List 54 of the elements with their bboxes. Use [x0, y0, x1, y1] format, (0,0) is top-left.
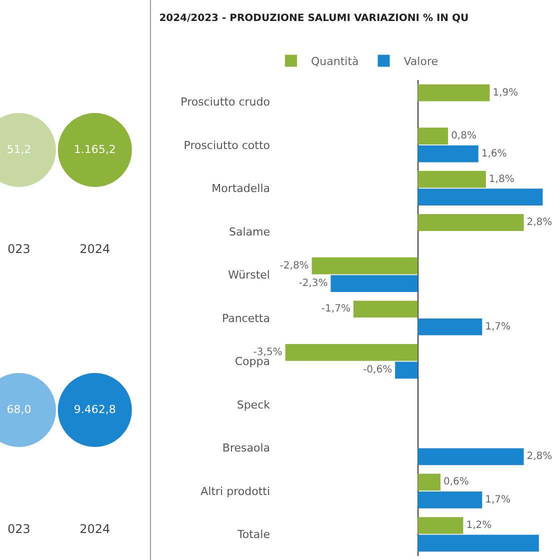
bar: [418, 534, 539, 552]
bar: [418, 474, 440, 491]
bar: [312, 257, 418, 274]
category-label: 2024: [80, 242, 110, 256]
category-label: 023: [8, 242, 30, 256]
y-tick-label: Totale: [236, 528, 270, 542]
bar: [418, 214, 524, 232]
bar: [395, 362, 418, 379]
text: 1.165,2: [74, 142, 116, 156]
y-tick-label: Pancetta: [222, 312, 270, 325]
data-label: 1,6%: [481, 148, 507, 160]
data-label: 0,8%: [451, 130, 476, 142]
data-label: 1,2%: [466, 520, 492, 531]
y-tick-label: Mortadella: [212, 182, 270, 196]
category-label: 023: [8, 522, 30, 536]
data-label: 1,7%: [485, 321, 511, 332]
legend-label: Valore: [404, 55, 438, 68]
data-label: 1,8%: [488, 174, 514, 185]
bar: [418, 492, 482, 508]
bar: [353, 300, 418, 318]
data-label: -3,5%: [253, 346, 282, 358]
bar: [418, 517, 464, 534]
chart-title: 2024/2023 - PRODUZIONE SALUMI VARIAZIONI % IN QU: [159, 13, 469, 24]
text: 68,0: [6, 402, 32, 416]
y-tick-label: Prosciutto cotto: [184, 138, 270, 152]
bar: [418, 84, 490, 102]
y-tick-label: Speck: [236, 398, 271, 412]
data-label: -2,8%: [280, 260, 309, 272]
data-label: 0,6%: [444, 476, 469, 488]
legend-label: Quantità: [311, 55, 359, 68]
y-tick-label: Salame: [228, 225, 270, 238]
y-tick-label: Prosciutto crudo: [180, 95, 270, 108]
bar: [418, 188, 543, 206]
data-label: 2,8%: [526, 451, 552, 462]
bar: [418, 128, 448, 144]
category-label: 2024: [80, 522, 110, 536]
y-tick-label: Coppa: [234, 355, 270, 368]
data-label: -1,7%: [321, 304, 350, 315]
data-label: 1,9%: [492, 87, 518, 98]
data-label: -2,3%: [298, 278, 328, 290]
bar: [418, 145, 478, 162]
bar: [418, 170, 486, 188]
y-tick-label: Altri prodotti: [200, 484, 270, 498]
y-tick-label: Würstel: [228, 268, 270, 282]
text: 9.462,8: [74, 402, 116, 416]
y-tick-label: Bresaola: [222, 442, 270, 455]
data-label: 1,7%: [485, 494, 511, 506]
bar: [418, 448, 524, 466]
bar: [418, 318, 482, 336]
text: 51,2: [6, 142, 32, 156]
data-label: -0,6%: [363, 364, 392, 376]
bar: [330, 275, 418, 292]
data-label: 2,8%: [526, 217, 552, 228]
bar: [285, 344, 418, 361]
